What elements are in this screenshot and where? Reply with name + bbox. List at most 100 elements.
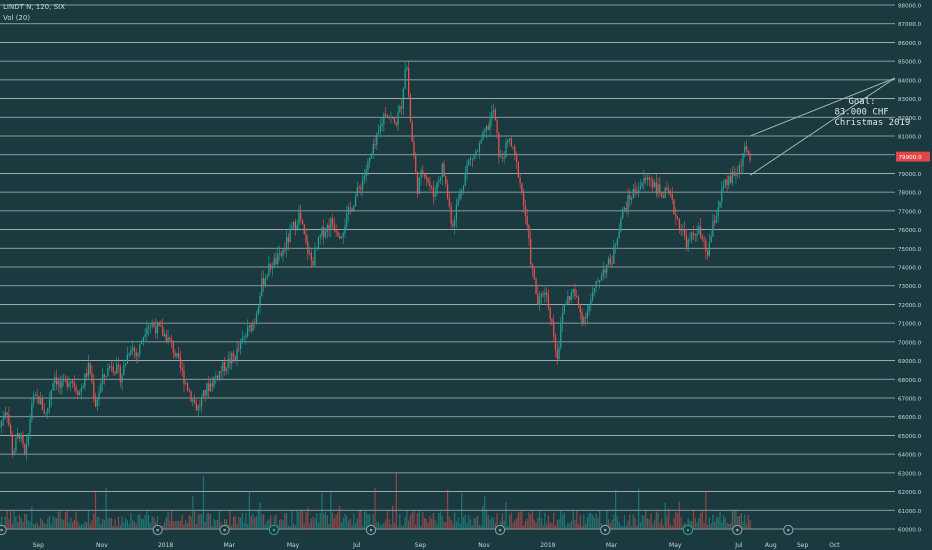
volume-bar [372,514,374,529]
volume-bar [609,523,611,529]
candle-body [287,237,289,243]
volume-bar [634,518,636,529]
volume-bar [335,514,337,529]
earnings-marker[interactable] [783,524,794,536]
earnings-marker[interactable] [365,524,377,536]
volume-bar [340,522,343,529]
volume-bar [749,520,751,529]
volume-bar [278,519,281,529]
volume-bar [376,521,378,529]
candle-body [742,152,744,166]
candle-body [514,146,516,156]
candle-body [705,240,707,252]
volume-bar [178,520,180,529]
candle-body [188,390,190,392]
candle-body [270,263,272,269]
earnings-marker[interactable] [600,524,611,536]
candle-body [27,433,29,445]
volume-bar [487,514,489,529]
volume-bar [169,520,171,529]
candle-body [40,398,42,404]
trendline[interactable] [749,77,896,176]
volume-bar [369,514,371,529]
earnings-marker[interactable] [219,524,230,536]
volume-indicator-label[interactable]: Vol (20) [3,14,31,22]
volume-bar [163,521,166,529]
volume-bar [607,519,610,529]
candle-body [484,130,486,133]
candle-body [59,381,61,388]
volume-bar [443,521,445,529]
time-axis[interactable]: Sep Nov 2018 Mar May Jul Sep Nov 2019 Mar May Jul Au… [33,542,841,549]
volume-bar [462,516,465,529]
candle-body [492,109,495,113]
dividend-marker[interactable] [268,524,280,536]
volume-bar [650,513,652,529]
candle-body [321,226,323,236]
price-tick-label: 65000.0 [898,434,922,440]
earnings-marker[interactable] [152,524,163,536]
volume-bar [691,521,693,529]
candle-body [280,252,282,256]
volume-bar [162,525,164,529]
candle-body [439,177,442,181]
candle-body [314,249,316,266]
volume-bar [400,525,403,529]
volume-bar [96,516,98,529]
volume-bar [13,511,15,529]
volume-bar [231,525,233,529]
volume-bar [331,512,334,529]
candle-body [32,395,35,404]
earnings-marker[interactable] [494,524,506,536]
candle-body [275,258,277,265]
candle-body [271,267,274,269]
candle-body [613,245,615,264]
last-price-badge[interactable]: 79900.0 [896,151,930,162]
volume-bar [105,487,107,529]
candle-body [349,207,351,209]
candle-body [402,88,404,109]
candle-body [73,382,75,387]
candle-body [569,296,571,301]
dividend-marker[interactable] [682,524,694,536]
volume-bar [468,514,470,529]
candle-body [588,304,590,312]
trendline[interactable] [749,77,896,137]
volume-bar [54,517,56,529]
volume-bar [638,488,640,529]
event-markers[interactable] [0,524,794,536]
volume-bar [579,514,581,529]
earnings-marker[interactable] [732,524,743,536]
trendlines[interactable] [749,77,896,176]
volume-bar [606,510,608,529]
volume-bar [186,523,189,529]
price-axis[interactable]: 60000.0 61000.0 62000.0 63000.0 64000.0 65000… [896,4,930,534]
volume-bar [344,513,346,529]
volume-bar [130,512,132,529]
candle-body [655,182,657,194]
candle-body [692,232,695,235]
candle-body [461,189,463,191]
candle-body [307,242,309,254]
volume-bar [27,520,29,529]
candle-body [399,106,401,113]
candle-body [641,182,643,187]
candle-body [34,394,37,396]
candle-body [167,337,169,343]
volume-bar [48,515,51,529]
volume-bar [446,489,449,529]
price-tick-label: 74000.0 [898,266,922,272]
volume-bar [358,511,360,529]
candle-body [24,444,26,454]
earnings-marker[interactable] [0,524,7,536]
candle-body [595,281,597,289]
candle-body [609,258,611,264]
volume-bar [181,515,183,529]
candle-body [712,220,714,237]
volume-bar [629,514,631,529]
candle-body [507,140,509,143]
volume-bar [55,518,58,529]
